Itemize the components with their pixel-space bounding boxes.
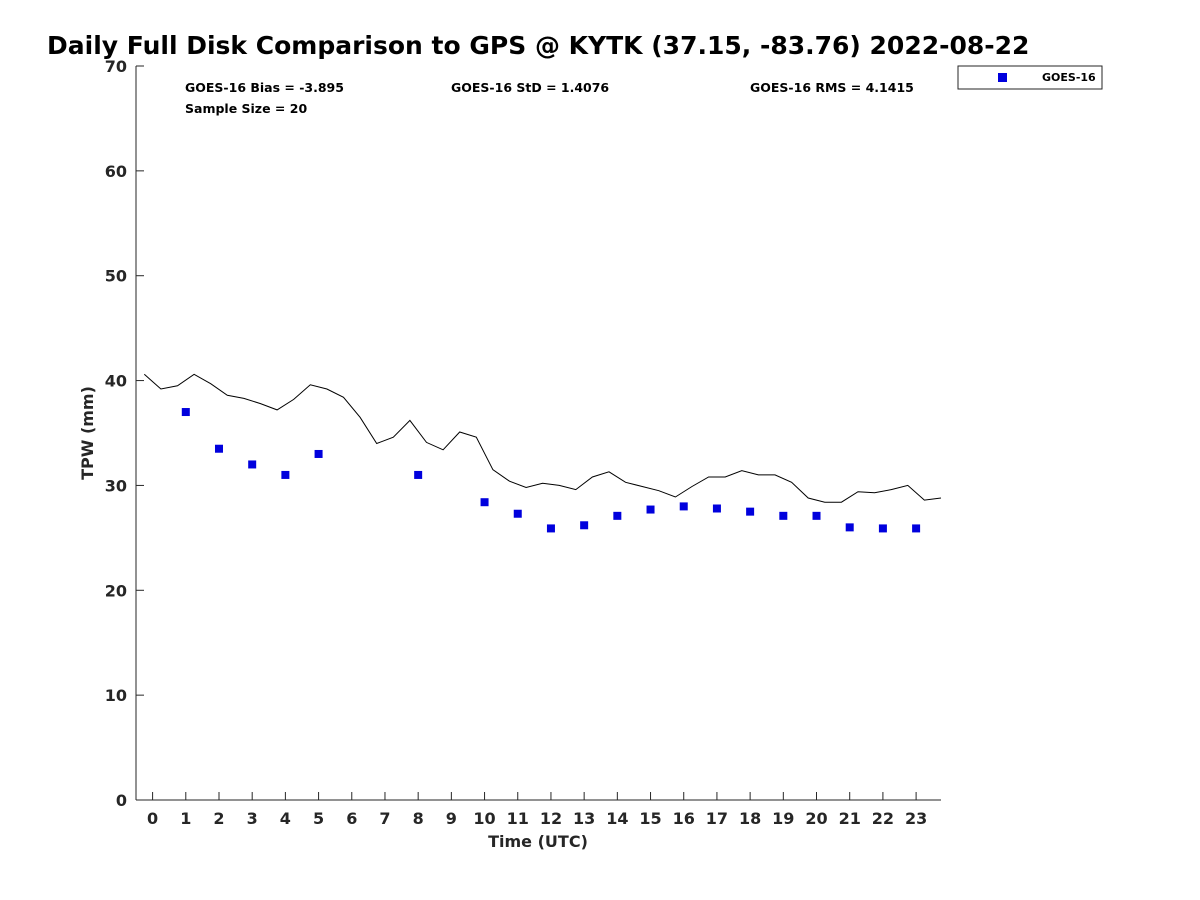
x-tick-label: 14 [606, 809, 628, 828]
goes16-point [580, 521, 589, 530]
x-tick-label: 18 [739, 809, 761, 828]
bias-stat: GOES-16 Bias = -3.895 [185, 80, 344, 95]
legend-label: GOES-16 [1042, 71, 1096, 84]
x-tick-label: 0 [147, 809, 158, 828]
goes16-point [314, 449, 323, 458]
x-tick-label: 10 [473, 809, 495, 828]
y-tick-label: 70 [105, 57, 127, 76]
goes16-point [181, 408, 190, 417]
std-stat: GOES-16 StD = 1.4076 [451, 80, 609, 95]
sample-size-stat: Sample Size = 20 [185, 101, 307, 116]
x-tick-label: 11 [507, 809, 529, 828]
goes16-point [414, 470, 423, 479]
x-tick-label: 20 [805, 809, 827, 828]
goes16-point [248, 460, 257, 469]
legend-box [957, 65, 1103, 90]
legend-marker [998, 73, 1007, 82]
x-tick-label: 8 [413, 809, 424, 828]
goes16-point [912, 524, 921, 533]
y-tick-label: 50 [105, 267, 127, 286]
y-tick-label: 60 [105, 162, 127, 181]
goes16-point [480, 498, 489, 507]
goes16-point [812, 511, 821, 520]
goes16-point [712, 504, 721, 513]
x-tick-label: 2 [213, 809, 224, 828]
x-ticks: 0 1 2 3 4 5 6 7 8 9 10 11 12 13 14 15 16 17 18 19 20 21 22 23 [147, 792, 927, 828]
goes16-point [845, 523, 854, 532]
y-tick-label: 40 [105, 372, 127, 391]
x-tick-label: 15 [639, 809, 661, 828]
x-tick-label: 16 [673, 809, 695, 828]
goes16-point [613, 511, 622, 520]
x-axis-label: Time (UTC) [488, 832, 588, 851]
goes16-point [746, 507, 755, 516]
goes16-point [646, 505, 655, 514]
x-tick-label: 3 [247, 809, 258, 828]
x-tick-label: 4 [280, 809, 291, 828]
x-tick-label: 17 [706, 809, 728, 828]
x-tick-label: 19 [772, 809, 794, 828]
y-ticks: 0 10 20 30 40 50 60 70 [105, 57, 144, 810]
goes16-point [546, 524, 555, 533]
x-tick-label: 13 [573, 809, 595, 828]
gps-tpw-line [143, 373, 942, 503]
goes16-scatter-series [181, 408, 921, 533]
rms-stat: GOES-16 RMS = 4.1415 [750, 80, 914, 95]
x-tick-label: 21 [839, 809, 861, 828]
x-tick-label: 5 [313, 809, 324, 828]
goes16-point [214, 444, 223, 453]
y-tick-label: 30 [105, 476, 127, 495]
goes16-point [779, 511, 788, 520]
x-tick-label: 12 [540, 809, 562, 828]
x-tick-label: 9 [446, 809, 457, 828]
goes16-point [878, 524, 887, 533]
y-tick-label: 20 [105, 581, 127, 600]
y-tick-label: 10 [105, 686, 127, 705]
y-tick-label: 0 [116, 791, 127, 810]
x-tick-label: 7 [379, 809, 390, 828]
x-tick-label: 22 [872, 809, 894, 828]
x-tick-label: 23 [905, 809, 927, 828]
x-tick-label: 6 [346, 809, 357, 828]
goes16-point [513, 509, 522, 518]
legend: GOES-16 [957, 65, 1103, 90]
goes16-point [679, 502, 688, 511]
y-axis-label: TPW (mm) [78, 386, 97, 480]
x-tick-label: 1 [180, 809, 191, 828]
goes16-point [281, 470, 290, 479]
chart-title: Daily Full Disk Comparison to GPS @ KYTK… [47, 31, 1029, 60]
gps-line-series [143, 373, 942, 503]
